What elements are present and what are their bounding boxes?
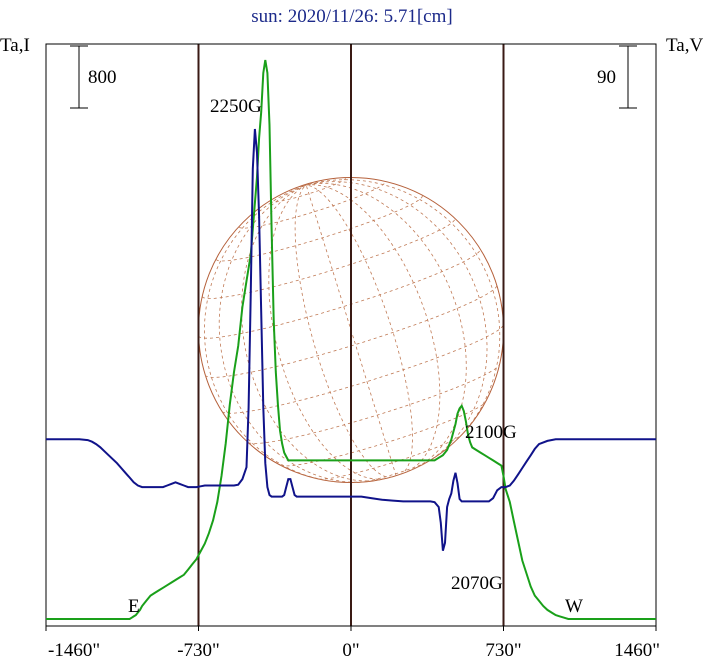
graticule-latitude-line (318, 434, 462, 480)
graticule-latitude-line (269, 178, 346, 203)
x-tick-label: -1460" (48, 640, 100, 661)
x-tick-label: 0" (342, 640, 359, 661)
x-axis-ticks: -1460" -730" 0" 730" 1460" (45, 626, 660, 661)
right-scale-bar-value: 90 (597, 67, 616, 88)
annotation-2070g: 2070G (451, 573, 503, 594)
graticule-latitude-line (198, 248, 481, 339)
limb-label-east: E (128, 596, 140, 617)
graticule-longitude-line (294, 184, 393, 478)
x-tick-label: 1460" (614, 640, 660, 661)
graticule-longitude-line (203, 184, 336, 483)
graticule-longitude-line (306, 182, 467, 471)
graticule-longitude-line (306, 184, 413, 475)
left-scale-bar-value: 800 (88, 67, 117, 88)
series-line-polarization (46, 128, 656, 551)
graticule-latitude-line (280, 401, 486, 467)
x-tick-label: -730" (177, 640, 220, 661)
right-scale-bar: 90 (597, 45, 637, 109)
x-tick-label: 730" (485, 640, 521, 661)
left-scale-bar: 800 (70, 45, 117, 109)
graticule-longitude-line (241, 184, 380, 482)
chart-title: sun: 2020/11/26: 5.71[cm] (251, 6, 452, 27)
graticule-longitude-line (306, 179, 501, 447)
series-line-intensity (46, 59, 656, 620)
right-axis-label: Ta,V (666, 35, 703, 56)
graticule-latitude-line (248, 364, 500, 444)
annotation-2250g: 2250G (210, 96, 262, 117)
limb-label-west: W (565, 596, 583, 617)
left-axis-label: Ta,I (0, 35, 30, 56)
graticule-longitude-line (268, 184, 385, 480)
graticule-latitude-line (215, 195, 423, 262)
graticule-longitude-line (305, 184, 397, 476)
graticule-longitude-line (306, 184, 441, 472)
annotation-2100g: 2100G (465, 422, 517, 443)
vertical-guide-lines (197, 44, 505, 626)
